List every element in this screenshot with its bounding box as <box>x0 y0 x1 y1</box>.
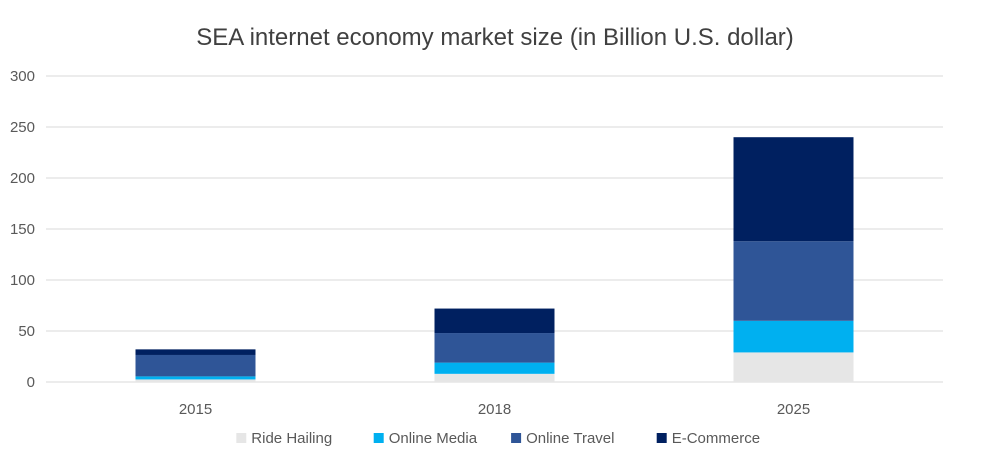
y-tick-label: 150 <box>10 221 35 238</box>
y-tick-label: 0 <box>27 374 35 391</box>
bar-segment <box>733 241 854 321</box>
y-tick-label: 100 <box>10 272 35 289</box>
legend-item: Online Media <box>373 430 478 447</box>
legend-item: Online Travel <box>511 430 614 447</box>
bar-segment <box>434 373 555 382</box>
chart-title: SEA internet economy market size (in Bil… <box>196 24 794 51</box>
bar-segment <box>733 352 854 382</box>
legend-label: Ride Hailing <box>251 430 332 447</box>
bar-segment <box>733 137 854 242</box>
legend-swatch <box>511 433 522 443</box>
legend: Ride Hailing Online Media Online Travel E-C… <box>236 430 760 447</box>
bar-segment <box>135 379 256 382</box>
legend-label: E-Commerce <box>672 430 760 447</box>
x-axis-ticks: 2015 2018 2025 <box>179 401 810 418</box>
y-tick-label: 250 <box>10 119 35 136</box>
y-tick-label: 200 <box>10 170 35 187</box>
legend-item: Ride Hailing <box>236 430 332 447</box>
y-axis-ticks: 0 50 100 150 200 250 300 <box>10 68 35 391</box>
legend-item: E-Commerce <box>656 430 760 447</box>
legend-swatch <box>236 433 247 443</box>
bar-segment <box>434 362 555 374</box>
legend-label: Online Media <box>389 430 478 447</box>
bar-segment <box>434 308 555 334</box>
bars <box>135 137 854 382</box>
legend-label: Online Travel <box>526 430 614 447</box>
y-tick-label: 50 <box>18 323 35 340</box>
bar-segment <box>434 333 555 363</box>
x-tick-label: 2018 <box>478 401 511 418</box>
y-tick-label: 300 <box>10 68 35 85</box>
legend-swatch <box>373 433 384 443</box>
legend-swatch <box>656 433 667 443</box>
gridlines <box>46 75 943 383</box>
bar-segment <box>135 354 256 377</box>
x-tick-label: 2025 <box>777 401 810 418</box>
bar-segment <box>135 349 256 355</box>
x-tick-label: 2015 <box>179 401 212 418</box>
bar-segment <box>733 320 854 353</box>
bar-segment <box>135 376 256 380</box>
